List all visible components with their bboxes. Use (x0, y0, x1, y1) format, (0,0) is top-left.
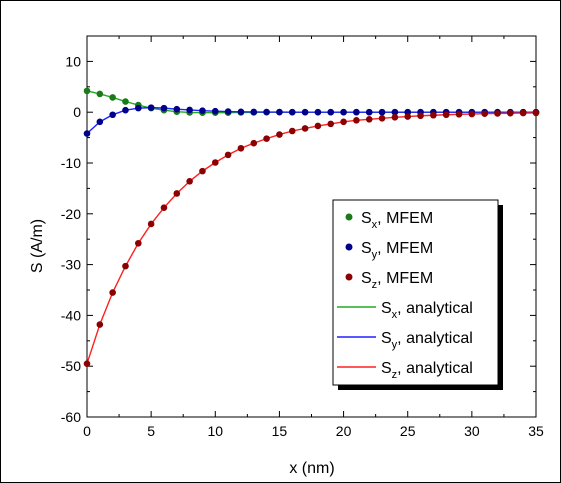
legend-label: Sy, analytical (381, 330, 473, 351)
x-tick-label: 30 (464, 423, 480, 439)
data-point (288, 108, 296, 116)
y-tick-label: 0 (73, 104, 81, 120)
data-point (276, 108, 283, 116)
legend-marker (345, 213, 353, 221)
legend-label: Sy, MFEM (361, 240, 433, 261)
data-point (276, 131, 283, 138)
legend-label: Sx, MFEM (361, 210, 433, 231)
data-point (301, 108, 309, 116)
data-point (288, 127, 296, 135)
data-point (224, 151, 232, 159)
data-point (186, 177, 193, 185)
x-tick-label: 0 (83, 423, 91, 439)
data-point (353, 117, 360, 124)
x-axis-label: x (nm) (289, 460, 334, 477)
data-point (404, 113, 412, 120)
x-tick-label: 35 (528, 423, 544, 439)
data-point (147, 220, 155, 228)
x-tick-label: 20 (336, 423, 352, 439)
data-point (430, 111, 437, 119)
data-point (135, 239, 142, 247)
data-point (532, 109, 540, 117)
data-point (237, 144, 245, 152)
data-point (391, 108, 399, 116)
data-point (122, 98, 129, 105)
data-point (96, 321, 104, 328)
legend-marker (345, 273, 353, 281)
data-point (417, 112, 424, 120)
data-point (109, 111, 116, 119)
x-tick-label: 10 (207, 423, 223, 439)
data-point (186, 106, 193, 114)
data-point (519, 109, 527, 117)
legend-box (332, 199, 499, 386)
plot-area: 0 5 10 15 20 25 30 35 10 0 -10 -20 -30 -40 -50 -60 (61, 35, 544, 439)
data-point (122, 262, 129, 270)
legend-label: Sz, analytical (381, 360, 473, 381)
y-tick-label: -20 (61, 206, 81, 222)
data-point (301, 125, 309, 132)
y-axis-label: S (A/m) (29, 219, 46, 273)
data-point (199, 167, 206, 175)
legend-label: Sz, MFEM (361, 270, 433, 291)
legend-marker (345, 243, 353, 251)
data-point (340, 118, 347, 126)
data-point (378, 114, 386, 122)
data-point (173, 105, 181, 113)
data-point (353, 108, 360, 116)
data-point (507, 109, 514, 117)
x-tick-label: 25 (400, 423, 416, 439)
data-point (263, 135, 270, 142)
data-point (122, 106, 129, 114)
data-point (83, 130, 91, 137)
data-point (250, 139, 258, 147)
data-point (340, 108, 347, 116)
data-point (109, 289, 116, 296)
y-tick-label: -30 (61, 257, 81, 273)
y-tick-label: -50 (61, 358, 81, 374)
y-tick-label: -40 (61, 307, 81, 323)
data-point (109, 94, 116, 101)
data-point (147, 104, 155, 111)
y-tick-label: -60 (61, 409, 81, 425)
data-point (173, 190, 181, 197)
data-point (135, 104, 142, 112)
data-point (314, 108, 322, 116)
data-point (211, 159, 219, 166)
data-point (96, 118, 104, 126)
data-point (237, 108, 245, 116)
data-point (468, 110, 476, 118)
x-tick-label: 15 (272, 423, 288, 439)
data-point (327, 120, 335, 128)
data-point (391, 113, 399, 121)
data-point (83, 87, 91, 95)
data-point (199, 107, 206, 114)
data-point (455, 111, 463, 118)
legend-label: Sx, analytical (381, 300, 473, 321)
y-tick-label: -10 (61, 155, 81, 171)
data-point (442, 111, 450, 119)
data-point (250, 108, 258, 116)
data-point (96, 90, 104, 98)
data-point (263, 108, 270, 116)
data-point (83, 360, 91, 367)
data-point (365, 116, 373, 123)
x-tick-label: 5 (147, 423, 155, 439)
data-point (160, 104, 168, 112)
y-tick-label: 10 (65, 53, 81, 69)
data-point (211, 107, 219, 115)
data-point (378, 108, 386, 116)
data-point (327, 108, 335, 116)
data-point (224, 108, 232, 115)
data-point (365, 108, 373, 116)
data-point (481, 110, 488, 118)
legend: Sx, MFEM Sy, MFEM Sz, MFEM Sx, analytical Sy… (332, 199, 503, 390)
data-point (160, 204, 168, 212)
data-point (494, 110, 501, 117)
data-point (314, 122, 322, 130)
